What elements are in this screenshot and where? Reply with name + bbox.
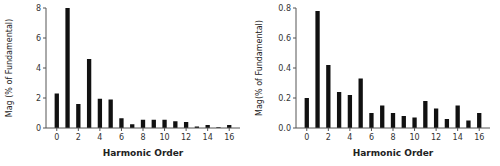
bar xyxy=(141,120,145,128)
x-tick-label: 12 xyxy=(431,133,441,142)
y-tick xyxy=(43,68,46,69)
bar xyxy=(391,113,395,128)
bar xyxy=(337,92,341,128)
bars xyxy=(305,11,482,128)
y-tick-label: 8 xyxy=(36,4,41,13)
y-tick-label: 0.6 xyxy=(278,34,291,43)
y-tick-label: 0.0 xyxy=(278,124,291,133)
x-tick xyxy=(121,128,122,131)
bar xyxy=(152,120,156,128)
y-tick xyxy=(43,128,46,129)
x-tick xyxy=(143,128,144,131)
y-tick-label: 4 xyxy=(36,64,41,73)
x-tick xyxy=(393,128,394,131)
y-tick-label: 0.4 xyxy=(278,64,291,73)
y-tick xyxy=(43,8,46,9)
bar xyxy=(423,101,427,128)
bar xyxy=(162,120,166,128)
x-tick-label: 6 xyxy=(119,133,124,142)
bar xyxy=(359,79,363,129)
x-tick-label: 8 xyxy=(140,133,145,142)
bar xyxy=(369,113,373,128)
x-tick-label: 14 xyxy=(453,133,463,142)
bar xyxy=(348,95,352,128)
y-tick-label: 0.8 xyxy=(278,4,291,13)
x-tick xyxy=(457,128,458,131)
y-tick-label: 6 xyxy=(36,34,41,43)
x-tick xyxy=(99,128,100,131)
x-tick-label: 16 xyxy=(474,133,484,142)
bar xyxy=(477,113,481,128)
x-axis-label: Harmonic Order xyxy=(103,148,184,158)
x-tick xyxy=(371,128,372,131)
y-tick xyxy=(293,38,296,39)
bar xyxy=(412,118,416,129)
x-tick xyxy=(186,128,187,131)
bar xyxy=(380,106,384,129)
x-tick xyxy=(436,128,437,131)
bar xyxy=(305,98,309,128)
bar xyxy=(130,124,134,128)
x-tick-label: 2 xyxy=(76,133,81,142)
x-tick-label: 4 xyxy=(347,133,352,142)
x-tick xyxy=(479,128,480,131)
bar xyxy=(445,119,449,128)
bar xyxy=(98,99,102,128)
x-tick-label: 0 xyxy=(304,133,309,142)
x-tick-label: 0 xyxy=(54,133,59,142)
x-tick-label: 10 xyxy=(409,133,419,142)
x-tick-label: 4 xyxy=(97,133,102,142)
bar xyxy=(402,116,406,128)
x-axis-label: Harmonic Order xyxy=(353,148,434,158)
chart-canvas: 0 2 4 6 8 10 12 14 16 0 2 4 6 8 Harmonic Order Mag (% o… xyxy=(0,0,500,166)
x-tick-label: 12 xyxy=(181,133,191,142)
x-tick xyxy=(306,128,307,131)
panel: 0 2 4 6 8 10 12 14 16 0 2 4 6 8 Harmonic Order Mag (% o… xyxy=(5,4,240,158)
bar xyxy=(173,121,177,128)
bar xyxy=(109,100,113,129)
bar xyxy=(434,109,438,129)
bar xyxy=(456,106,460,129)
x-tick xyxy=(328,128,329,131)
bar xyxy=(55,94,59,129)
panel: 0 2 4 6 8 10 12 14 16 0.0 0.2 0.4 0.6 0.8 Harmonic Ord… xyxy=(255,4,490,158)
y-tick-label: 0.2 xyxy=(278,94,291,103)
x-tick-label: 10 xyxy=(159,133,169,142)
bars xyxy=(55,8,232,128)
y-tick xyxy=(43,38,46,39)
bar xyxy=(76,104,80,128)
x-tick xyxy=(229,128,230,131)
y-tick xyxy=(293,98,296,99)
bar xyxy=(65,8,69,128)
bar xyxy=(87,59,91,128)
y-axis-label: Mag (% of Fundamental) xyxy=(5,19,14,117)
bar xyxy=(466,121,470,129)
y-tick xyxy=(293,8,296,9)
y-tick-label: 2 xyxy=(36,94,41,103)
bar xyxy=(326,65,330,128)
x-tick-label: 16 xyxy=(224,133,234,142)
bar xyxy=(119,118,123,128)
x-tick xyxy=(414,128,415,131)
x-tick xyxy=(78,128,79,131)
x-tick-label: 8 xyxy=(390,133,395,142)
x-tick xyxy=(56,128,57,131)
y-tick xyxy=(43,98,46,99)
x-tick xyxy=(164,128,165,131)
x-tick xyxy=(207,128,208,131)
y-tick xyxy=(293,68,296,69)
x-tick-label: 2 xyxy=(326,133,331,142)
bar xyxy=(184,122,188,128)
x-tick xyxy=(349,128,350,131)
x-tick-label: 6 xyxy=(369,133,374,142)
bar xyxy=(315,11,319,128)
y-tick xyxy=(293,128,296,129)
y-tick-label: 0 xyxy=(36,124,41,133)
y-axis-label: Mag(% of Fundamental) xyxy=(255,20,264,116)
x-tick-label: 14 xyxy=(203,133,213,142)
